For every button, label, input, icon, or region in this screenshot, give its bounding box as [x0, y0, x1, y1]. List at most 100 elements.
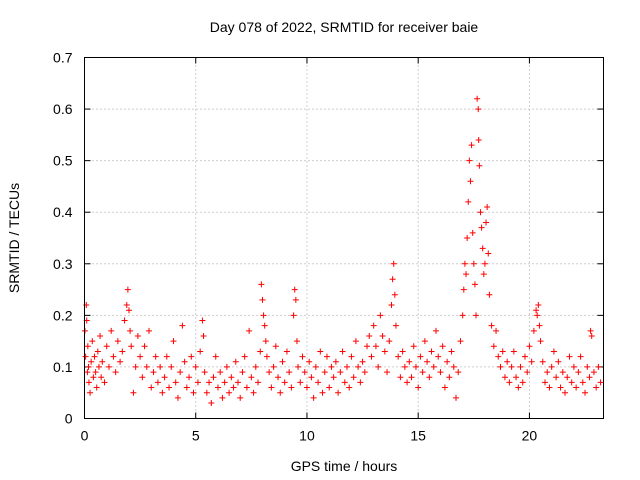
data-point — [166, 384, 173, 391]
tick-labels: 0 0.1 0.2 0.3 0.4 0.5 0.6 0.7 0 5 10 15 20 — [53, 50, 537, 444]
data-point — [150, 369, 157, 376]
data-point — [566, 353, 573, 360]
data-point — [230, 384, 237, 391]
data-point — [266, 369, 273, 376]
axis-ticks — [84, 57, 604, 419]
data-point — [179, 322, 186, 329]
data-point — [200, 332, 207, 339]
data-point — [85, 363, 92, 370]
data-point — [370, 322, 377, 329]
data-point — [533, 307, 540, 314]
data-point — [310, 394, 317, 401]
data-point — [292, 296, 299, 303]
data-point — [508, 363, 515, 370]
data-point — [404, 379, 411, 386]
data-point — [586, 374, 593, 381]
grid — [84, 57, 604, 419]
data-point — [208, 400, 215, 407]
data-point — [386, 338, 393, 345]
data-point — [524, 369, 531, 376]
data-point — [515, 384, 522, 391]
data-point — [486, 291, 493, 298]
data-point — [541, 379, 548, 386]
data-point — [87, 389, 94, 396]
data-point — [399, 348, 406, 355]
data-point — [539, 358, 546, 365]
data-point — [321, 369, 328, 376]
data-point — [484, 204, 491, 211]
data-point — [473, 312, 480, 319]
data-point — [426, 374, 433, 381]
data-point — [217, 369, 224, 376]
y-tick-label: 0.6 — [53, 101, 73, 117]
data-point — [272, 343, 279, 350]
data-point — [401, 363, 408, 370]
data-point — [493, 327, 500, 334]
data-point — [332, 358, 339, 365]
data-point — [293, 338, 300, 345]
data-point — [246, 327, 253, 334]
data-point — [121, 317, 128, 324]
data-point — [344, 363, 351, 370]
y-tick-label: 0.5 — [53, 153, 73, 169]
data-point — [312, 363, 319, 370]
data-point — [597, 379, 604, 386]
data-point — [95, 363, 102, 370]
data-point — [526, 343, 533, 350]
data-point — [82, 353, 89, 360]
data-point — [468, 142, 475, 149]
data-point — [364, 343, 371, 350]
data-point — [181, 358, 188, 365]
data-point — [295, 363, 302, 370]
data-point — [479, 245, 486, 252]
data-point — [146, 327, 153, 334]
data-point — [475, 137, 482, 144]
data-point — [391, 291, 398, 298]
data-point — [299, 353, 306, 360]
data-point — [564, 374, 571, 381]
data-point — [483, 219, 490, 226]
y-tick-label: 0 — [65, 411, 73, 427]
data-point — [448, 348, 455, 355]
data-point — [506, 379, 513, 386]
data-point — [588, 332, 595, 339]
data-point — [397, 374, 404, 381]
data-point — [192, 363, 199, 370]
data-point — [139, 374, 146, 381]
data-point — [388, 302, 395, 309]
x-tick-label: 0 — [81, 428, 89, 444]
data-point — [355, 363, 362, 370]
data-point — [562, 389, 569, 396]
data-point — [421, 338, 428, 345]
data-point — [172, 379, 179, 386]
data-point — [248, 374, 255, 381]
data-point — [317, 348, 324, 355]
data-point — [346, 384, 353, 391]
data-point — [366, 332, 373, 339]
data-point — [237, 394, 244, 401]
data-point — [255, 379, 262, 386]
data-point — [157, 363, 164, 370]
data-point — [557, 384, 564, 391]
data-point — [352, 338, 359, 345]
data-point — [415, 384, 422, 391]
y-tick-label: 0.3 — [53, 256, 73, 272]
data-point — [478, 224, 485, 231]
data-point — [390, 260, 397, 267]
data-point — [88, 358, 95, 365]
data-point — [308, 374, 315, 381]
data-point — [170, 338, 177, 345]
data-point — [186, 374, 193, 381]
data-point — [439, 343, 446, 350]
data-point — [112, 369, 119, 376]
data-point — [474, 95, 481, 102]
data-point — [258, 281, 265, 288]
data-points — [81, 95, 604, 407]
data-point — [177, 369, 184, 376]
x-tick-label: 10 — [299, 428, 315, 444]
data-point — [461, 260, 468, 267]
data-point — [455, 369, 462, 376]
data-point — [130, 389, 137, 396]
data-point — [330, 374, 337, 381]
data-point — [575, 369, 582, 376]
